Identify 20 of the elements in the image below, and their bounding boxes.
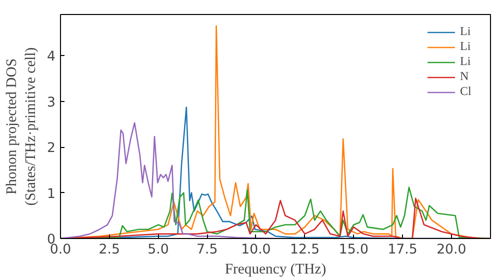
legend-label: Li — [460, 24, 472, 39]
x-tick-label: 12.5 — [290, 242, 320, 258]
y-tick-label: 4 — [47, 50, 56, 65]
x-tick-label: 5.0 — [148, 242, 169, 258]
x-tick-label: 7.5 — [196, 242, 218, 258]
legend-label: Li — [460, 54, 472, 69]
x-tick-label: 2.5 — [98, 242, 120, 258]
x-axis-title: Frequency (THz) — [224, 262, 326, 278]
x-tick-label: 15.0 — [338, 242, 369, 258]
x-tick-label: 20.0 — [436, 242, 466, 258]
x-tick-label: 0.0 — [50, 242, 72, 258]
legend-label: Li — [460, 39, 472, 54]
y-tick-label: 3 — [47, 95, 56, 110]
legend-label: N — [460, 69, 470, 84]
y-tick-label: 2 — [47, 141, 56, 156]
y-axis-title: Phonon projected DOS (States/THz·primitive cell) — [4, 47, 40, 206]
x-tick-label: 10.0 — [241, 242, 271, 258]
legend-label: Cl — [460, 84, 472, 99]
x-tick-label: 17.5 — [388, 242, 418, 258]
y-tick-label: 1 — [47, 186, 56, 202]
